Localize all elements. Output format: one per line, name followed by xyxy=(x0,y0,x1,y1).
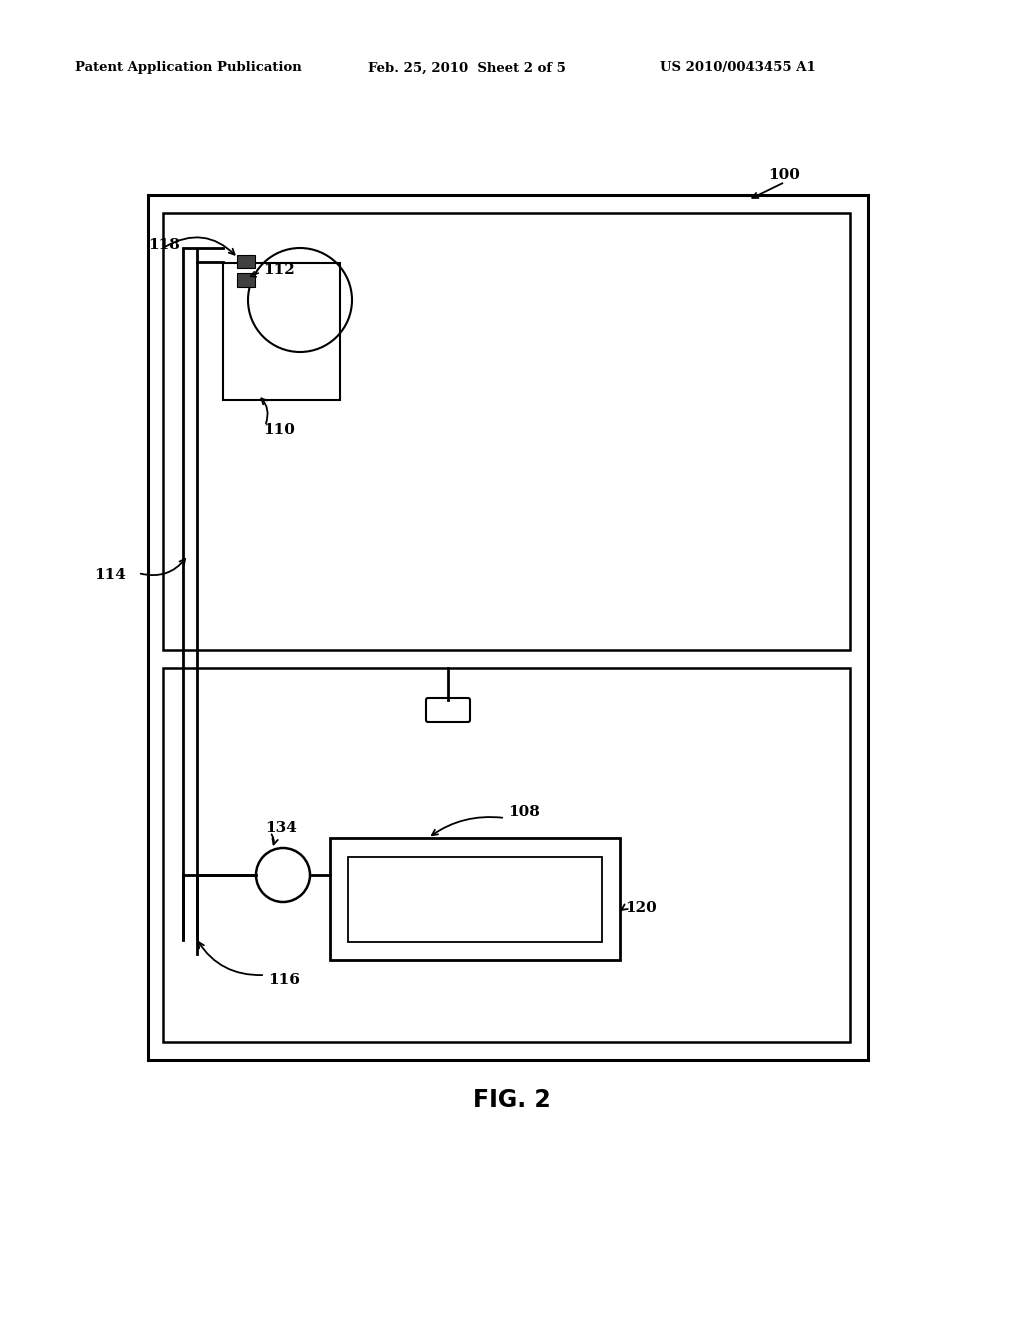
Text: Feb. 25, 2010  Sheet 2 of 5: Feb. 25, 2010 Sheet 2 of 5 xyxy=(368,62,566,74)
Bar xyxy=(330,838,620,960)
Text: US 2010/0043455 A1: US 2010/0043455 A1 xyxy=(660,62,816,74)
Text: 100: 100 xyxy=(768,168,800,182)
Bar xyxy=(163,668,850,1041)
Text: 134: 134 xyxy=(265,821,297,836)
Text: 116: 116 xyxy=(268,973,300,987)
Text: 108: 108 xyxy=(508,805,540,818)
Text: FIG. 2: FIG. 2 xyxy=(473,1088,551,1111)
Bar xyxy=(348,857,602,942)
Text: 110: 110 xyxy=(263,422,295,437)
FancyBboxPatch shape xyxy=(426,698,470,722)
Bar xyxy=(237,273,255,286)
Bar xyxy=(163,213,850,649)
Text: Patent Application Publication: Patent Application Publication xyxy=(75,62,302,74)
Bar xyxy=(223,263,340,400)
Text: 114: 114 xyxy=(94,568,126,582)
Text: 118: 118 xyxy=(148,238,180,252)
Text: 120: 120 xyxy=(625,902,656,915)
Bar xyxy=(237,255,255,268)
Bar xyxy=(148,195,868,1060)
Text: 112: 112 xyxy=(263,263,295,277)
